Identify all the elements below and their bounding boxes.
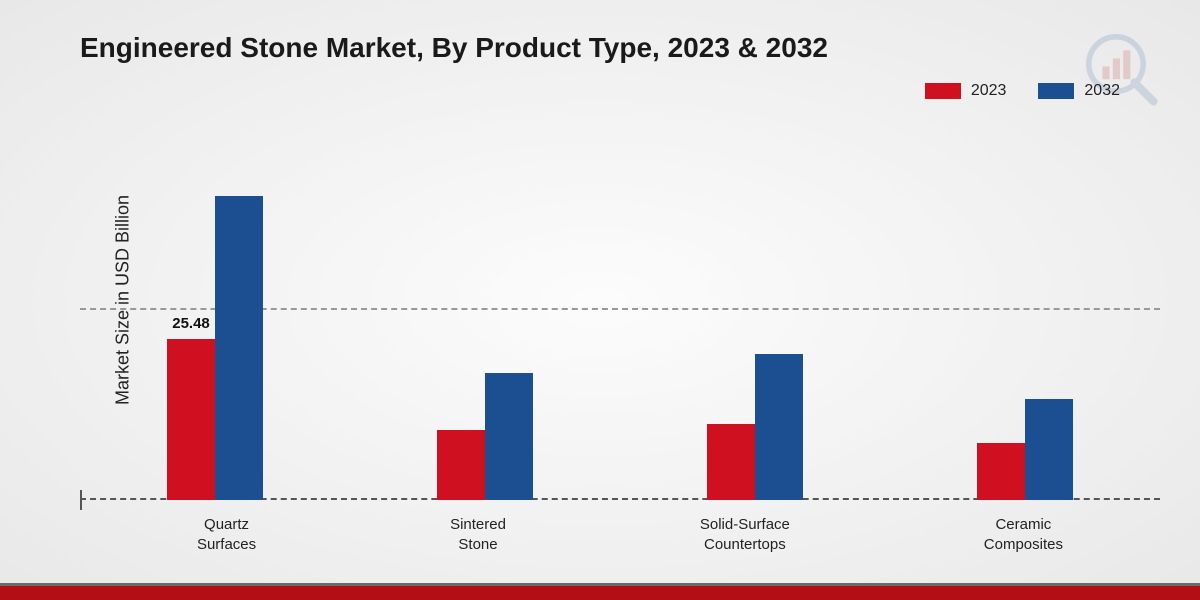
- bar: [707, 424, 755, 500]
- x-tick-label: Solid-Surface Countertops: [700, 515, 790, 554]
- bar: [437, 430, 485, 500]
- legend-label: 2023: [971, 82, 1007, 100]
- plot-area: 25.48: [80, 120, 1160, 500]
- legend-item-2023: 2023: [925, 82, 1007, 100]
- bar-value-label: 25.48: [172, 315, 210, 332]
- bar-group: 25.48: [167, 196, 263, 500]
- bar-group: [437, 373, 533, 500]
- x-tick-label: Ceramic Composites: [984, 515, 1063, 554]
- legend-item-2032: 2032: [1038, 82, 1120, 100]
- legend-label: 2032: [1084, 82, 1120, 100]
- legend: 2023 2032: [925, 82, 1120, 100]
- chart-container: Engineered Stone Market, By Product Type…: [0, 0, 1200, 600]
- bar-group: [707, 354, 803, 500]
- bar-group: [977, 399, 1073, 500]
- footer-accent-bar: [0, 586, 1200, 600]
- bar: [1025, 399, 1073, 500]
- x-tick-label: Sintered Stone: [450, 515, 506, 554]
- legend-swatch: [925, 83, 961, 99]
- legend-swatch: [1038, 83, 1074, 99]
- bar: 25.48: [167, 339, 215, 500]
- bar: [485, 373, 533, 500]
- x-axis-labels: Quartz Surfaces Sintered Stone Solid-Surfa…: [80, 515, 1160, 554]
- chart-title: Engineered Stone Market, By Product Type…: [80, 32, 828, 64]
- bar-groups: 25.48: [80, 120, 1160, 500]
- x-tick-label: Quartz Surfaces: [197, 515, 256, 554]
- bar: [755, 354, 803, 500]
- bar: [977, 443, 1025, 500]
- bar: [215, 196, 263, 500]
